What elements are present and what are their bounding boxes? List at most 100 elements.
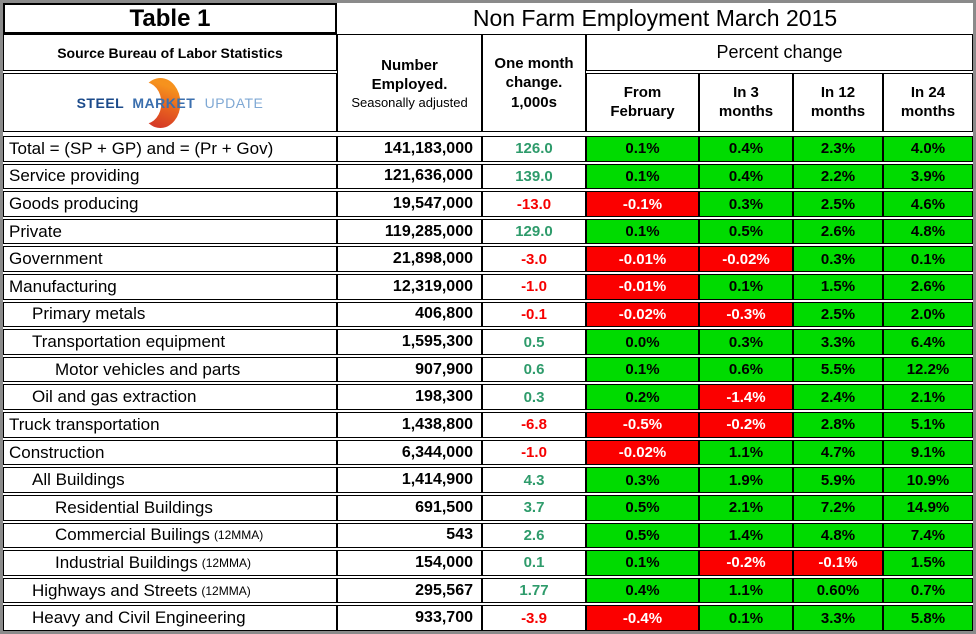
percent-change-cell: 0.1% [586, 136, 699, 162]
percent-change-cell: 0.5% [699, 218, 793, 245]
percent-change-cell: 5.9% [793, 467, 883, 493]
employed-value-cell: 21,898,000 [337, 246, 482, 273]
table-row: Commercial Builings (12MMA) 543 2.6 0.5% 1.4%… [3, 522, 973, 549]
percent-change-cell: 2.4% [793, 384, 883, 411]
percent-change-cell: 14.9% [883, 494, 973, 521]
percent-change-cell: 0.60% [793, 577, 883, 604]
percent-change-cell: 10.9% [883, 467, 973, 493]
col-header-from-february: From February [586, 73, 699, 132]
row-label: Total = (SP + GP) and = (Pr + Gov) [9, 138, 274, 158]
employed-value-cell: 691,500 [337, 494, 482, 521]
percent-change-cell: -0.2% [699, 412, 793, 438]
percent-change-cell: -0.02% [699, 246, 793, 273]
logo-word-update: UPDATE [204, 94, 264, 111]
percent-change-cell: 1.9% [699, 467, 793, 493]
percent-change-cell: 0.1% [883, 246, 973, 273]
percent-change-cell: -0.1% [793, 550, 883, 576]
percent-change-cell: 3.9% [883, 163, 973, 190]
percent-change-cell: -0.2% [699, 550, 793, 576]
row-label: Goods producing [9, 194, 139, 214]
employed-value-cell: 543 [337, 522, 482, 549]
percent-change-cell: 3.3% [793, 329, 883, 355]
one-month-change-cell: 1.77 [482, 577, 586, 604]
employed-value-cell: 1,438,800 [337, 412, 482, 438]
row-label: Government [9, 249, 103, 269]
percent-change-cell: 7.4% [883, 522, 973, 549]
percent-change-cell: 0.3% [793, 246, 883, 273]
col-header-number-employed-sub: Seasonally adjusted [351, 94, 468, 110]
percent-change-cell: 0.0% [586, 329, 699, 355]
table-row: Primary metals 406,800 -0.1 -0.02% -0.3% 2.5%… [3, 301, 973, 328]
percent-change-cell: 0.1% [586, 218, 699, 245]
row-label: Highways and Streets [32, 580, 198, 600]
percent-change-cell: 4.8% [883, 218, 973, 245]
percent-change-cell: 2.0% [883, 301, 973, 328]
percent-change-cell: 0.1% [699, 274, 793, 300]
row-label-cell: Service providing [3, 163, 337, 190]
row-label-cell: Primary metals [3, 301, 337, 328]
row-label-cell: Oil and gas extraction [3, 384, 337, 411]
percent-change-cell: 1.4% [699, 522, 793, 549]
row-label-cell: Transportation equipment [3, 329, 337, 355]
percent-change-cell: 2.5% [793, 191, 883, 217]
row-label-cell: Residential Buildings [3, 494, 337, 521]
table-body: Total = (SP + GP) and = (Pr + Gov) 141,18… [3, 134, 973, 631]
one-month-change-cell: -13.0 [482, 191, 586, 217]
row-label-cell: Construction [3, 439, 337, 466]
row-label-cell: All Buildings [3, 467, 337, 493]
row-label-cell: Goods producing [3, 191, 337, 217]
col-group-percent-change: Percent change [586, 34, 973, 71]
one-month-change-cell: 0.6 [482, 356, 586, 383]
row-label-suffix: (12MMA) [201, 555, 252, 570]
employed-value-cell: 295,567 [337, 577, 482, 604]
one-month-change-cell: -6.8 [482, 412, 586, 438]
row-label-cell: Motor vehicles and parts [3, 356, 337, 383]
table-label: Table 1 [129, 4, 211, 32]
percent-change-cell: -0.02% [586, 439, 699, 466]
employed-value-cell: 119,285,000 [337, 218, 482, 245]
percent-change-cell: 0.5% [586, 522, 699, 549]
row-label: Residential Buildings [55, 497, 213, 517]
col-header-one-month-change-title: One month change. 1,000s [494, 54, 574, 111]
table-row: All Buildings 1,414,900 4.3 0.3% 1.9% 5.9% 10.… [3, 467, 973, 493]
row-label: Primary metals [32, 304, 146, 324]
table-row: Private 119,285,000 129.0 0.1% 0.5% 2.6% 4.8% [3, 218, 973, 245]
row-label-cell: Commercial Builings (12MMA) [3, 522, 337, 549]
logo-cell: STEEL MARKET UPDATE [3, 73, 337, 132]
row-label-cell: Truck transportation [3, 412, 337, 438]
row-label: All Buildings [32, 470, 125, 490]
logo-word-steel: STEEL [76, 94, 124, 111]
row-label-suffix: (12MMA) [213, 528, 264, 543]
table-row: Truck transportation 1,438,800 -6.8 -0.5% -0… [3, 412, 973, 438]
smu-logo: STEEL MARKET UPDATE [55, 77, 285, 129]
percent-change-cell: 1.1% [699, 439, 793, 466]
one-month-change-cell: -1.0 [482, 439, 586, 466]
percent-change-cell: 0.3% [699, 191, 793, 217]
one-month-change-cell: 4.3 [482, 467, 586, 493]
employed-value-cell: 6,344,000 [337, 439, 482, 466]
one-month-change-cell: -3.0 [482, 246, 586, 273]
table-label-box: Table 1 [3, 3, 337, 34]
row-label: Oil and gas extraction [32, 387, 197, 407]
percent-change-cell: 3.3% [793, 605, 883, 631]
one-month-change-cell: -3.9 [482, 605, 586, 631]
col-header-in-24-months: In 24 months [883, 73, 973, 132]
one-month-change-cell: 3.7 [482, 494, 586, 521]
percent-change-cell: 4.7% [793, 439, 883, 466]
percent-change-cell: 0.4% [699, 163, 793, 190]
table-row: Service providing 121,636,000 139.0 0.1% 0.4… [3, 163, 973, 190]
row-label-cell: Highways and Streets (12MMA) [3, 577, 337, 604]
percent-change-cell: 4.6% [883, 191, 973, 217]
percent-change-cell: 2.2% [793, 163, 883, 190]
row-label: Heavy and Civil Engineering [32, 608, 246, 628]
one-month-change-cell: 2.6 [482, 522, 586, 549]
table-row: Government 21,898,000 -3.0 -0.01% -0.02% 0.3%… [3, 246, 973, 273]
col-header-in-12-months: In 12 months [793, 73, 883, 132]
table-row: Highways and Streets (12MMA) 295,567 1.77 0.… [3, 577, 973, 604]
row-label-cell: Heavy and Civil Engineering [3, 605, 337, 631]
row-label-cell: Total = (SP + GP) and = (Pr + Gov) [3, 136, 337, 162]
one-month-change-cell: 126.0 [482, 136, 586, 162]
row-label: Industrial Buildings [55, 552, 198, 572]
percent-change-cell: 0.3% [586, 467, 699, 493]
row-label-cell: Industrial Buildings (12MMA) [3, 550, 337, 576]
